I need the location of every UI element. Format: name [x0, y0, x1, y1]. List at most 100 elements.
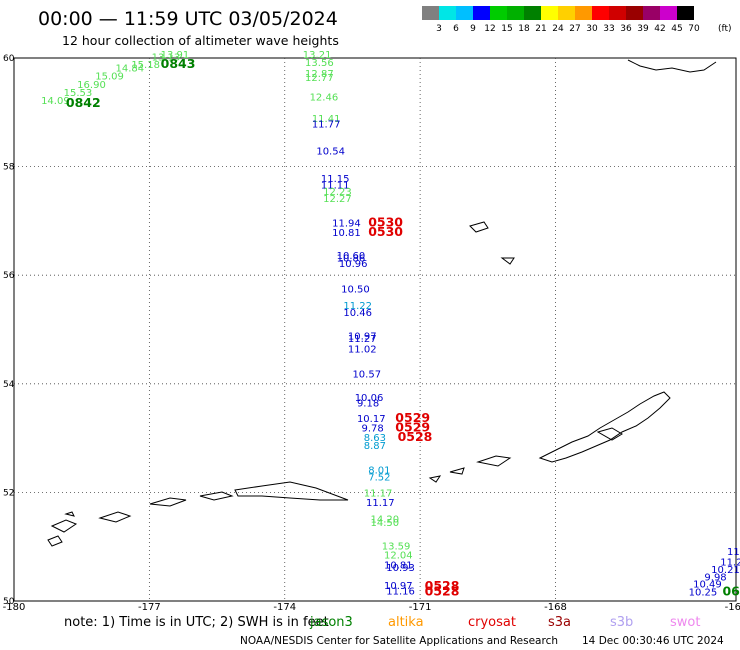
y-tick-label: 60	[3, 54, 15, 64]
wave-height-label: 10.21	[711, 565, 740, 576]
wave-height-label: 14.20	[370, 514, 399, 525]
wave-height-label: 15.53	[64, 88, 93, 99]
wave-height-label: 9.78	[361, 424, 383, 435]
map-grid	[14, 58, 736, 601]
wave-height-label: 10.50	[341, 285, 370, 296]
colorbar-label: 30	[586, 24, 598, 34]
colorbar-label: 9	[470, 24, 476, 34]
pass-time-label: 064	[722, 584, 740, 599]
colorbar: 3 6 9 12 15 18 21 24 27 30 33 36 39 42 45 70 (ft)	[422, 6, 732, 34]
wave-height-label: 8.01	[368, 465, 390, 476]
map-border	[13, 57, 737, 602]
wave-height-label: 15.09	[95, 72, 124, 83]
wave-height-label: 16.90	[77, 80, 106, 91]
colorbar-label: 39	[637, 24, 649, 34]
wave-height-label: 10.54	[316, 147, 345, 158]
pass-time-label: 0530	[368, 214, 403, 229]
wave-height-label: 13.91	[161, 50, 190, 61]
wave-height-label: 11.2	[720, 558, 740, 569]
colorbar-label: 3	[436, 24, 442, 34]
colorbar-label: 33	[603, 24, 614, 34]
coastline-segment	[50, 519, 78, 533]
wave-height-label: 12.77	[305, 73, 334, 84]
colorbar-label: 45	[671, 24, 682, 34]
colorbar-swatch	[524, 6, 541, 20]
wave-height-label: 12.27	[323, 194, 352, 205]
wave-height-label: 12.87	[305, 69, 334, 80]
satellite-legend-item: s3a	[548, 615, 571, 630]
colorbar-swatch	[558, 6, 575, 20]
colorbar-label: 15	[501, 24, 512, 34]
wave-height-label: 10.46	[343, 308, 372, 319]
coastline-segment	[476, 455, 512, 467]
footer-credit: NOAA/NESDIS Center for Satellite Applica…	[240, 635, 558, 647]
colorbar-swatch	[592, 6, 609, 20]
coastline-segment	[199, 491, 234, 501]
pass-time-label: 0529	[395, 410, 430, 425]
satellite-legend-item: swot	[670, 615, 700, 630]
satellite-legend-item: cryosat	[468, 615, 516, 630]
wave-height-label: 14.50	[370, 518, 399, 529]
x-tick-label: -168	[544, 602, 567, 613]
y-tick-label: 58	[3, 163, 15, 173]
wave-height-label: 13.21	[303, 50, 332, 61]
wave-height-label: 10.93	[386, 563, 415, 574]
wave-height-label: 12.23	[323, 187, 352, 198]
coastline-segment	[538, 391, 671, 463]
wave-height-label: 10.17	[357, 414, 386, 425]
wave-height-label: 10.57	[352, 369, 381, 380]
wave-height-label: 12.46	[310, 92, 339, 103]
colorbar-swatch	[660, 6, 677, 20]
wave-height-label: 11.17	[366, 498, 395, 509]
colorbar-swatch	[456, 6, 473, 20]
wave-height-label: 10.81	[384, 560, 413, 571]
colorbar-swatch	[490, 6, 507, 20]
y-tick-label: 52	[3, 488, 14, 498]
coastline-segment	[627, 59, 717, 73]
wave-height-label: 10.49	[693, 579, 722, 590]
x-tick-label: -171	[409, 602, 432, 613]
wave-height-label: 9.18	[357, 399, 379, 410]
wave-height-label: 10.81	[332, 228, 361, 239]
colorbar-swatch	[626, 6, 643, 20]
chart-subtitle: 12 hour collection of altimeter wave hei…	[62, 33, 339, 48]
colorbar-label: 27	[569, 24, 580, 34]
colorbar-swatch	[677, 6, 694, 20]
footer-generated: 14 Dec 00:30:46 UTC 2024	[582, 635, 724, 647]
wave-height-label: 15.18	[131, 60, 160, 71]
wave-height-label: 11.02	[348, 344, 377, 355]
wave-height-label: 8.87	[364, 441, 386, 452]
wave-height-label: 10.97	[384, 581, 413, 592]
wave-height-label: 11.94	[332, 218, 361, 229]
coastline-segment	[98, 511, 132, 523]
y-tick-label: 54	[3, 380, 15, 390]
coastline-segment	[469, 221, 489, 233]
colorbar-label: 12	[484, 24, 495, 34]
colorbar-swatch	[507, 6, 524, 20]
wave-height-label: 11.27	[348, 334, 377, 345]
colorbar-label: 36	[620, 24, 632, 34]
pass-time-labels: 084308420530053005290529052805280528064	[66, 56, 740, 599]
pass-time-label: 0529	[395, 420, 430, 435]
colorbar-swatch	[643, 6, 660, 20]
coastline	[47, 59, 717, 547]
coastline-segment	[234, 481, 349, 501]
wave-height-label: 13.59	[382, 541, 411, 552]
colorbar-label: 42	[654, 24, 665, 34]
colorbar-label: 6	[453, 24, 459, 34]
colorbar-label: 70	[688, 24, 700, 34]
colorbar-swatch	[609, 6, 626, 20]
satellite-legend-item: jason3	[309, 615, 353, 630]
wave-height-label: 9.98	[704, 572, 726, 583]
pass-time-label: 0842	[66, 95, 101, 110]
coastline-segment	[449, 467, 465, 475]
wave-height-label: 12.04	[384, 551, 413, 562]
y-tick-label: 56	[3, 271, 15, 281]
coastline-segment	[596, 427, 623, 441]
footer-note: note: 1) Time is in UTC; 2) SWH is in fe…	[64, 615, 329, 630]
chart-title: 00:00 — 11:59 UTC 03/05/2024	[38, 8, 338, 30]
colorbar-label: 21	[535, 24, 546, 34]
colorbar-swatch	[422, 6, 439, 20]
x-tick-labels: -180 -177 -174 -171 -168 -164	[3, 602, 740, 613]
pass-time-label: 0530	[368, 224, 403, 239]
